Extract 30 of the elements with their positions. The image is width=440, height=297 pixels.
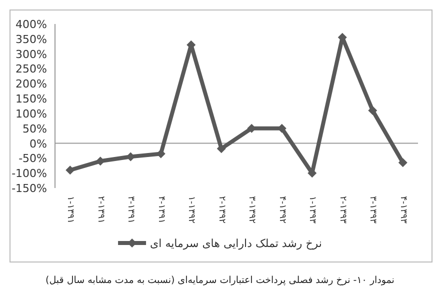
x-tick-label: ۱-۱۳۹۱	[65, 196, 76, 224]
y-tick-label: 150%	[16, 92, 47, 106]
y-tick-label: 400%	[16, 18, 47, 31]
y-tick-label: 200%	[16, 78, 47, 91]
x-tick-label: ۴-۱۳۹۳	[398, 196, 408, 224]
x-tick-label: ۲-۱۳۹۱	[95, 196, 106, 224]
x-tick-label: ۴-۱۳۹۱	[156, 196, 166, 224]
x-tick-label: ۱-۱۳۹۲	[186, 196, 196, 224]
y-tick-label: -50%	[18, 152, 47, 166]
y-tick-label: 350%	[16, 32, 47, 46]
legend-label: نرخ رشد تملک دارایی های سرمایه ای	[150, 237, 322, 250]
y-tick-label: 100%	[16, 107, 47, 120]
x-tick-label: ۲-۱۳۹۲	[216, 196, 226, 224]
text: نمودار ۱۰- نرخ رشد فصلی پرداخت اعتبارات سرمایه‌ای (نسبت به مدت مشابه سال قبل)	[46, 275, 394, 286]
point	[216, 144, 226, 154]
y-tick-label: 250%	[16, 62, 47, 76]
y-tick-label: -100%	[12, 167, 47, 180]
point	[398, 158, 408, 168]
x-tick-label: ۳-۱۳۹۳	[368, 196, 378, 224]
x-tick-label: ۳-۱۳۹۱	[126, 196, 136, 224]
y-tick-label: 300%	[16, 48, 47, 61]
point	[66, 166, 75, 175]
x-tick-label: ۴-۱۳۹۲	[276, 196, 287, 224]
x-tick-label: ۲-۱۳۹۳	[337, 196, 348, 224]
point	[368, 106, 378, 115]
x-tick-label: ۱-۱۳۹۳	[307, 196, 318, 224]
y-tick-label: 50%	[22, 122, 47, 136]
y-tick-label: -150%	[12, 182, 47, 195]
y-tick-label: 0%	[30, 137, 47, 150]
x-tick-label: ۳-۱۳۹۲	[246, 196, 257, 224]
